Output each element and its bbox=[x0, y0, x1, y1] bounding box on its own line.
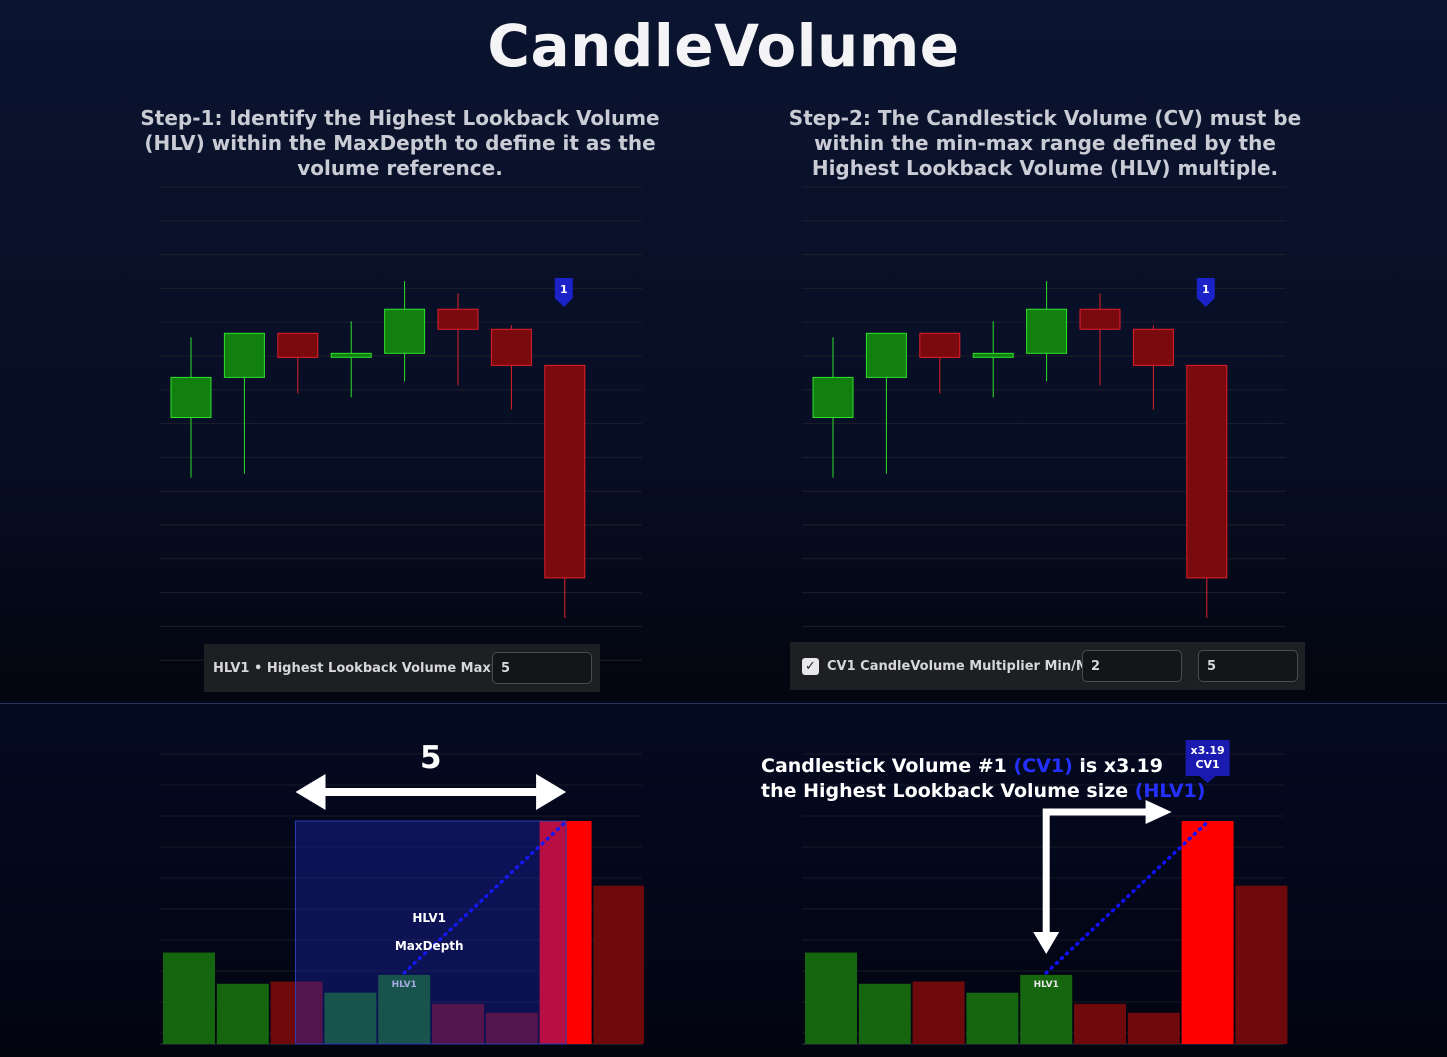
elbow-arrow bbox=[1033, 800, 1172, 954]
hlv-settings-panel: HLV1 • Highest Lookback Volume MaxDepth … bbox=[204, 644, 600, 692]
cv-annotation: Candlestick Volume #1 (CV1) is x3.19 the… bbox=[761, 754, 1205, 804]
signal-marker-shape bbox=[1196, 278, 1215, 307]
volume-bar bbox=[324, 992, 377, 1044]
signal-marker-shape bbox=[554, 278, 573, 307]
candle-body bbox=[223, 332, 265, 378]
signal-marker: 1 bbox=[1196, 278, 1215, 307]
maxdepth-overlay-label: MaxDepth bbox=[395, 939, 464, 953]
volume-bar bbox=[1235, 885, 1288, 1044]
cv1-checkbox[interactable]: ✓ bbox=[802, 658, 819, 675]
section-divider bbox=[0, 703, 1447, 704]
candle-body bbox=[1026, 308, 1068, 354]
volume-bar bbox=[378, 974, 431, 1044]
hlv-maxdepth-label: HLV1 • Highest Lookback Volume MaxDepth bbox=[213, 660, 536, 676]
candle-body bbox=[1186, 364, 1228, 579]
candle-body bbox=[437, 308, 479, 330]
step1-caption: Step-1: Identify the Highest Lookback Vo… bbox=[140, 106, 660, 180]
cv-max-input[interactable]: 5 bbox=[1198, 650, 1298, 682]
candle-body bbox=[865, 332, 907, 378]
candle-body bbox=[919, 332, 961, 358]
candle-body bbox=[384, 308, 426, 354]
candle-body bbox=[277, 332, 319, 358]
candlestick-chart-left: 1 bbox=[160, 186, 642, 661]
maxdepth-arrow-left-head bbox=[295, 774, 326, 810]
volume-bar bbox=[1127, 1012, 1180, 1044]
step2-caption: Step-2: The Candlestick Volume (CV) must… bbox=[788, 106, 1302, 180]
volume-bar bbox=[216, 983, 269, 1044]
volume-bar bbox=[912, 981, 965, 1044]
maxdepth-arrow-right-head bbox=[536, 774, 567, 810]
elbow-arrow-right-head bbox=[1145, 800, 1172, 824]
candlestick-chart-right: 1 bbox=[802, 186, 1286, 661]
hlv-maxdepth-input[interactable]: 5 bbox=[492, 652, 592, 684]
signal-marker-label: 1 bbox=[1202, 283, 1210, 296]
cv-marker-shape bbox=[1185, 740, 1230, 783]
candle-body bbox=[330, 352, 372, 358]
volume-bar bbox=[1181, 821, 1234, 1044]
volume-bar bbox=[163, 952, 215, 1044]
signal-marker-label: 1 bbox=[560, 283, 568, 296]
candle-body bbox=[544, 364, 586, 579]
candle-body bbox=[1132, 328, 1174, 366]
volume-bar bbox=[858, 983, 911, 1044]
volume-bar bbox=[270, 981, 323, 1044]
candle-body bbox=[490, 328, 532, 366]
elbow-arrow-line bbox=[1042, 808, 1149, 937]
volume-bar bbox=[1074, 1003, 1126, 1044]
elbow-arrow-down-head bbox=[1033, 932, 1060, 954]
volume-bar bbox=[432, 1003, 484, 1044]
candle-body bbox=[1079, 308, 1121, 330]
volume-bar bbox=[539, 821, 592, 1044]
hlv-bar-label: HLV1 bbox=[392, 980, 417, 990]
signal-marker: 1 bbox=[554, 278, 573, 307]
annotation-line-1: Candlestick Volume #1 (CV1) is x3.19 bbox=[761, 755, 1163, 777]
volume-bar bbox=[966, 992, 1019, 1044]
volume-bar bbox=[485, 1012, 538, 1044]
maxdepth-arrow bbox=[295, 774, 567, 810]
candle-body bbox=[972, 352, 1014, 358]
annotation-line-2: the Highest Lookback Volume size (HLV1) bbox=[761, 780, 1206, 802]
volume-chart-left: HLV1 5 HLV1 MaxDepth bbox=[160, 740, 644, 1045]
cv-marker-label: CV1 bbox=[1195, 758, 1219, 771]
volume-bar bbox=[593, 885, 644, 1044]
candle-body bbox=[170, 376, 212, 418]
cv-marker-multiplier: x3.19 bbox=[1190, 744, 1224, 757]
hlv-bar-label: HLV1 bbox=[1034, 980, 1059, 990]
hlv-connector-dots bbox=[402, 819, 569, 975]
volume-bar bbox=[805, 952, 857, 1044]
maxdepth-value-label: 5 bbox=[420, 740, 442, 776]
hlv-connector-dots bbox=[1044, 819, 1211, 975]
maxdepth-zone bbox=[295, 820, 567, 1045]
cv-multiplier-label: CV1 CandleVolume Multiplier Min/Max bbox=[827, 658, 1106, 674]
page-title: CandleVolume bbox=[487, 12, 960, 80]
volume-bar bbox=[1020, 974, 1073, 1044]
candle-body bbox=[812, 376, 854, 418]
cv-min-input[interactable]: 2 bbox=[1082, 650, 1182, 682]
hlv-overlay-label: HLV1 bbox=[412, 911, 446, 925]
cv-settings-panel: ✓ CV1 CandleVolume Multiplier Min/Max 2 … bbox=[790, 642, 1305, 690]
